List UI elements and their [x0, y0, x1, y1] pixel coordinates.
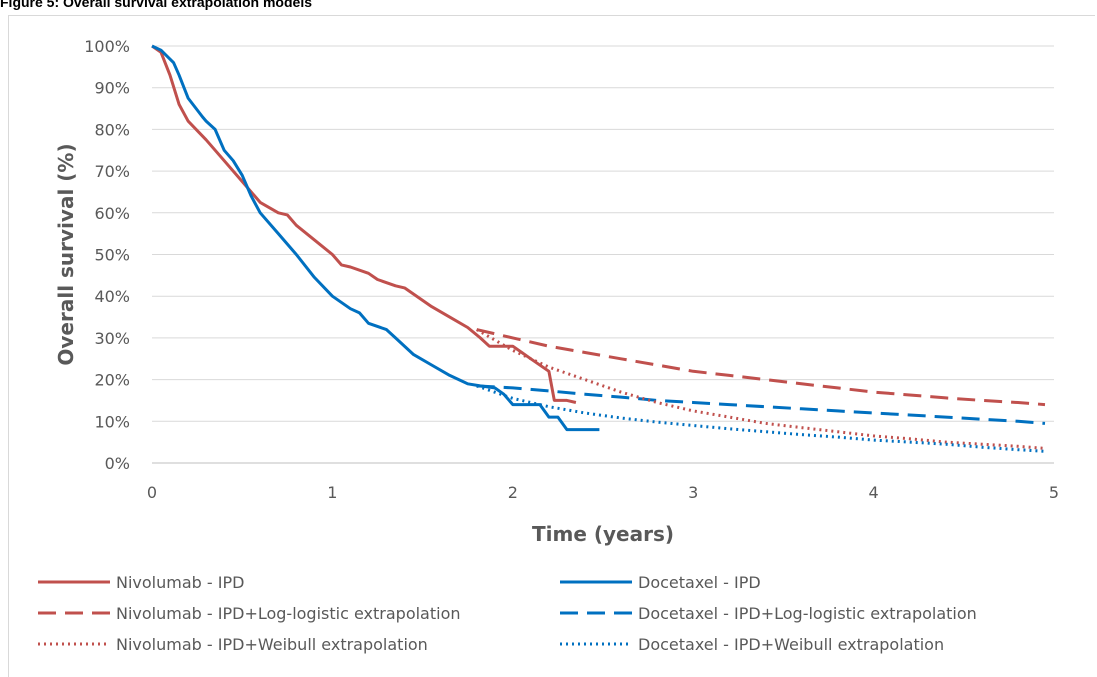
y-tick-label: 80% [94, 120, 130, 139]
x-tick-label: 3 [688, 483, 698, 502]
x-tick-label: 1 [327, 483, 337, 502]
series-line-4 [476, 384, 1046, 425]
legend-label: Nivolumab - IPD+Log-logistic extrapolati… [116, 604, 461, 623]
series-lines [151, 44, 1046, 453]
legend-label: Docetaxel - IPD+Log-logistic extrapolati… [638, 604, 977, 623]
y-tick-label: 100% [84, 37, 130, 56]
legend-label: Nivolumab - IPD [116, 573, 244, 592]
legend-label: Docetaxel - IPD [638, 573, 761, 592]
y-tick-label: 20% [94, 371, 130, 390]
y-tick-label: 70% [94, 162, 130, 181]
y-tick-label: 30% [94, 329, 130, 348]
series-line-2 [151, 44, 600, 432]
y-tick-label: 10% [94, 412, 130, 431]
y-axis-title: Overall survival (%) [54, 143, 78, 365]
x-tick-label: 0 [147, 483, 157, 502]
legend-label: Nivolumab - IPD+Weibull extrapolation [116, 635, 428, 654]
y-tick-label: 50% [94, 246, 130, 265]
x-tick-label: 4 [869, 483, 879, 502]
y-tick-label: 40% [94, 287, 130, 306]
gridlines [152, 45, 1054, 464]
figure-title: Figure 5: Overall survival extrapolation… [0, 0, 312, 10]
chart-frame [8, 15, 1095, 677]
y-tick-label: 90% [94, 79, 130, 98]
series-line-6 [476, 384, 1046, 453]
x-tick-label: 2 [508, 483, 518, 502]
y-tick-label: 0% [105, 454, 130, 473]
x-tick-label: 5 [1049, 483, 1059, 502]
legend: Nivolumab - IPD Docetaxel - IPD Nivolumab … [38, 573, 977, 654]
y-tick-label: 60% [94, 204, 130, 223]
series-line-3 [476, 328, 1046, 407]
y-axis-ticks: 0% 10% 20% 30% 40% 50% 60% 70% 80% 90% 100% [84, 37, 130, 473]
x-axis-title: Time (years) [532, 522, 674, 546]
series-line-1 [151, 44, 577, 404]
x-axis-ticks: 0 1 2 3 4 5 [147, 483, 1059, 502]
series-line-5 [475, 328, 1046, 450]
legend-label: Docetaxel - IPD+Weibull extrapolation [638, 635, 944, 654]
